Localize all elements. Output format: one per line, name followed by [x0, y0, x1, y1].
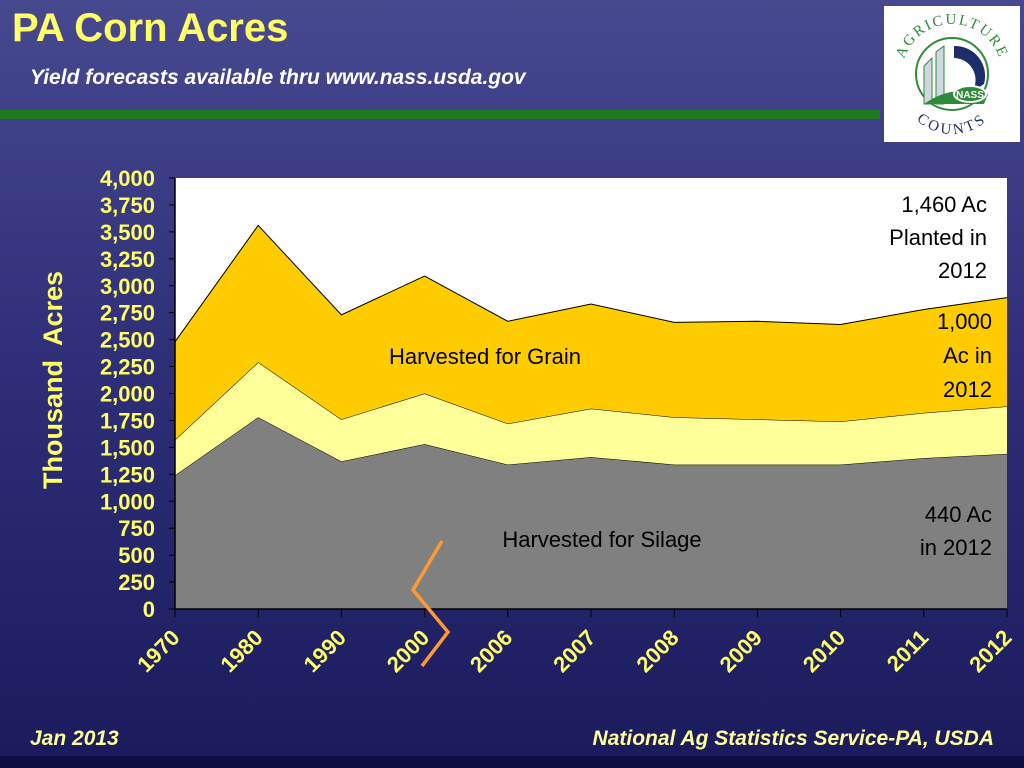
y-axis-label: Thousand Acres [38, 271, 68, 489]
y-tick-label: 3,750 [100, 193, 155, 218]
x-tick-label: 2008 [631, 625, 683, 677]
x-tick-label: 2010 [798, 625, 850, 677]
grain-annotation: 2012 [943, 377, 992, 402]
y-tick-label: 3,500 [100, 220, 155, 245]
area-series-0 [175, 417, 1007, 609]
y-tick-label: 1,000 [100, 489, 155, 514]
y-tick-label: 750 [118, 516, 155, 541]
y-tick-label: 500 [118, 543, 155, 568]
x-tick-label: 2009 [715, 625, 767, 677]
x-tick-label: 2007 [548, 625, 600, 677]
area-series-2 [175, 225, 1007, 440]
axis-break-marker [410, 540, 451, 668]
area-series-group [174, 224, 1008, 609]
y-tick-label: 1,750 [100, 408, 155, 433]
y-tick-label: 0 [143, 597, 155, 622]
silage-series-label: Harvested for Silage [502, 527, 701, 552]
y-tick-label: 2,750 [100, 301, 155, 326]
y-tick-label: 4,000 [100, 166, 155, 191]
planted-annotation: Planted in [889, 225, 987, 250]
header-divider [0, 110, 880, 119]
bottom-bar [0, 756, 1024, 768]
x-tick-label: 1980 [215, 625, 267, 677]
agriculture-counts-logo-icon: NASS AGRICULTURE COUNTS [893, 12, 1009, 138]
silage-annotation: 440 Ac [925, 502, 992, 527]
grain-annotation: Ac in [943, 343, 992, 368]
footer-source: National Ag Statistics Service-PA, USDA [592, 727, 994, 750]
x-tick-label: 2011 [882, 625, 933, 676]
footer-date: Jan 2013 [30, 727, 119, 750]
y-tick-label: 1,500 [100, 435, 155, 460]
logo-badge: NASS [956, 90, 984, 101]
x-tick-label: 2006 [465, 625, 517, 677]
x-tick-label: 1970 [132, 625, 184, 677]
page-subtitle: Yield forecasts available thru www.nass.… [30, 66, 526, 89]
planted-annotation: 2012 [938, 258, 987, 283]
x-tick-label: 2012 [964, 625, 1016, 677]
page-title: PA Corn Acres [12, 6, 289, 50]
y-tick-label: 3,250 [100, 247, 155, 272]
nass-logo: NASS AGRICULTURE COUNTS [884, 6, 1020, 142]
x-tick-label: 2000 [382, 625, 434, 677]
y-tick-label: 2,250 [100, 355, 155, 380]
grain-annotation: 1,000 [937, 309, 992, 334]
planted-annotation: 1,460 Ac [901, 192, 987, 217]
y-tick-label: 3,000 [100, 274, 155, 299]
y-tick-label: 2,500 [100, 328, 155, 353]
labels-group: 1,460 Ac Planted in 2012 1,000 Ac in 2012 440 … [389, 192, 992, 560]
y-tick-label: 2,000 [100, 382, 155, 407]
y-tick-label: 1,250 [100, 462, 155, 487]
silage-annotation: in 2012 [920, 535, 992, 560]
grain-series-label: Harvested for Grain [389, 344, 581, 369]
y-tick-label: 250 [118, 570, 155, 595]
x-tick-label: 1990 [299, 625, 351, 677]
area-series-1 [175, 362, 1007, 476]
area-series-2-outline [174, 224, 1008, 343]
